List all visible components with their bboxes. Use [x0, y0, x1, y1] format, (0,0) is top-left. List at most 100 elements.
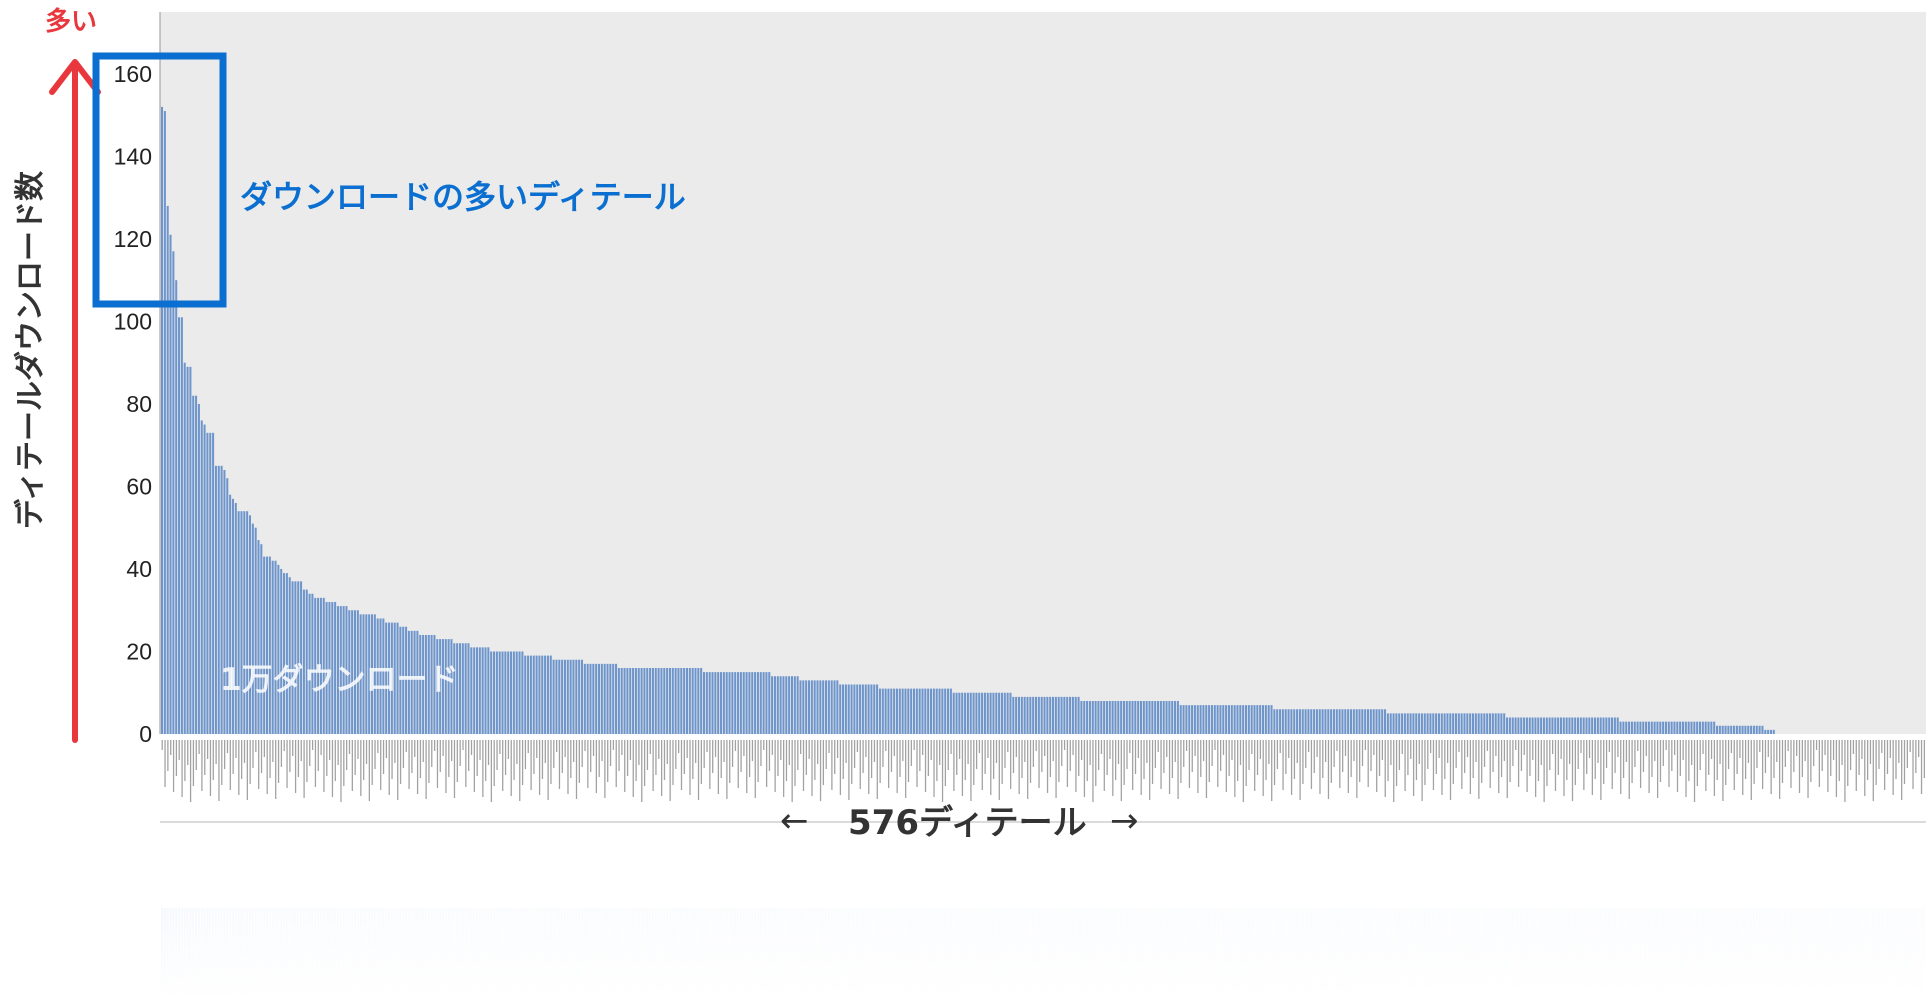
x-tick-label	[958, 740, 961, 759]
bar	[683, 667, 686, 734]
x-tick-label	[689, 740, 691, 795]
bar	[1281, 709, 1284, 734]
bar	[1514, 717, 1517, 734]
bar	[1105, 700, 1108, 734]
x-tick-label	[933, 740, 935, 797]
x-tick-label	[1441, 740, 1443, 795]
x-tick-label	[1262, 740, 1264, 796]
x-tick-label	[734, 740, 737, 751]
x-tick-label	[751, 740, 754, 761]
x-tick-label	[1234, 740, 1236, 797]
bar	[1338, 709, 1341, 734]
bar	[830, 680, 833, 734]
x-tick-label	[357, 740, 359, 759]
x-tick-label	[334, 740, 336, 781]
x-tick-label	[575, 740, 578, 799]
x-tick-label	[1722, 740, 1724, 801]
x-tick-label	[1702, 740, 1704, 754]
x-tick-label	[1069, 740, 1071, 771]
x-tick-label	[1319, 740, 1321, 794]
bar	[1270, 705, 1273, 734]
x-tick-label	[882, 740, 884, 767]
bar	[1398, 713, 1401, 734]
x-tick-label	[536, 740, 538, 758]
x-tick-label	[726, 740, 728, 799]
bar	[535, 655, 538, 734]
x-tick-label	[368, 740, 370, 801]
bar	[237, 511, 240, 734]
bar	[737, 672, 740, 734]
bar	[1193, 705, 1196, 734]
bar	[1767, 729, 1770, 734]
x-tick-label	[516, 740, 518, 764]
x-tick-label	[1642, 740, 1645, 772]
x-tick-label	[451, 740, 453, 761]
x-tick-label	[1370, 740, 1372, 771]
x-tick-label	[1072, 740, 1074, 755]
x-tick-label	[564, 740, 566, 757]
x-tick-label	[1347, 740, 1349, 793]
bar	[575, 659, 578, 734]
bar	[1585, 717, 1588, 734]
bar	[1230, 705, 1233, 734]
bar	[1349, 709, 1352, 734]
x-tick-label	[303, 740, 305, 798]
x-tick-label	[1847, 740, 1849, 786]
x-tick-label	[1654, 740, 1656, 761]
x-tick-label	[1157, 740, 1159, 752]
bar	[481, 647, 484, 734]
x-tick-label	[547, 740, 549, 800]
x-tick-label	[1730, 740, 1733, 753]
bar	[1568, 717, 1571, 734]
x-tick-label	[1747, 740, 1750, 763]
x-tick-label	[1322, 740, 1324, 778]
x-tick-label	[712, 740, 714, 773]
x-tick-label	[1832, 740, 1835, 760]
x-tick-label	[1288, 740, 1290, 758]
bar	[356, 610, 359, 734]
x-tick-label	[961, 740, 964, 796]
x-tick-label	[1143, 740, 1145, 779]
x-tick-label	[493, 740, 495, 786]
x-tick-label	[258, 740, 260, 789]
x-tick-label	[490, 740, 493, 802]
bar	[370, 614, 374, 734]
bar	[413, 630, 416, 734]
bar	[1284, 709, 1287, 734]
bar	[1131, 700, 1134, 734]
x-tick-label	[1634, 740, 1636, 767]
bar	[265, 556, 269, 734]
bar	[805, 680, 808, 734]
bar	[1480, 713, 1483, 734]
bar	[1673, 721, 1676, 734]
bar	[504, 651, 507, 734]
bar	[291, 581, 294, 734]
x-tick-label	[697, 740, 700, 800]
bar	[768, 672, 771, 734]
x-tick-label	[1866, 740, 1869, 780]
bar	[1761, 725, 1764, 734]
bar	[1571, 717, 1574, 734]
x-tick-label	[1248, 740, 1250, 770]
x-tick-label	[842, 740, 844, 779]
x-tick-label	[964, 740, 966, 780]
x-tick-label	[970, 740, 972, 801]
x-tick-label	[170, 740, 172, 755]
bar	[220, 465, 223, 734]
x-tick-label	[479, 740, 481, 760]
bar	[470, 647, 473, 734]
bar	[810, 680, 813, 734]
bar	[1372, 709, 1375, 734]
bar	[1435, 713, 1438, 734]
x-tick-label	[601, 740, 603, 761]
x-tick-label	[853, 740, 856, 768]
bar	[612, 663, 615, 734]
x-tick-label	[1906, 740, 1908, 768]
x-tick-label	[1759, 740, 1761, 752]
bar	[277, 564, 280, 734]
bar	[796, 676, 799, 734]
x-tick-label	[1038, 740, 1040, 788]
bar	[1250, 705, 1253, 734]
bar	[549, 655, 552, 734]
bar	[1355, 709, 1358, 734]
